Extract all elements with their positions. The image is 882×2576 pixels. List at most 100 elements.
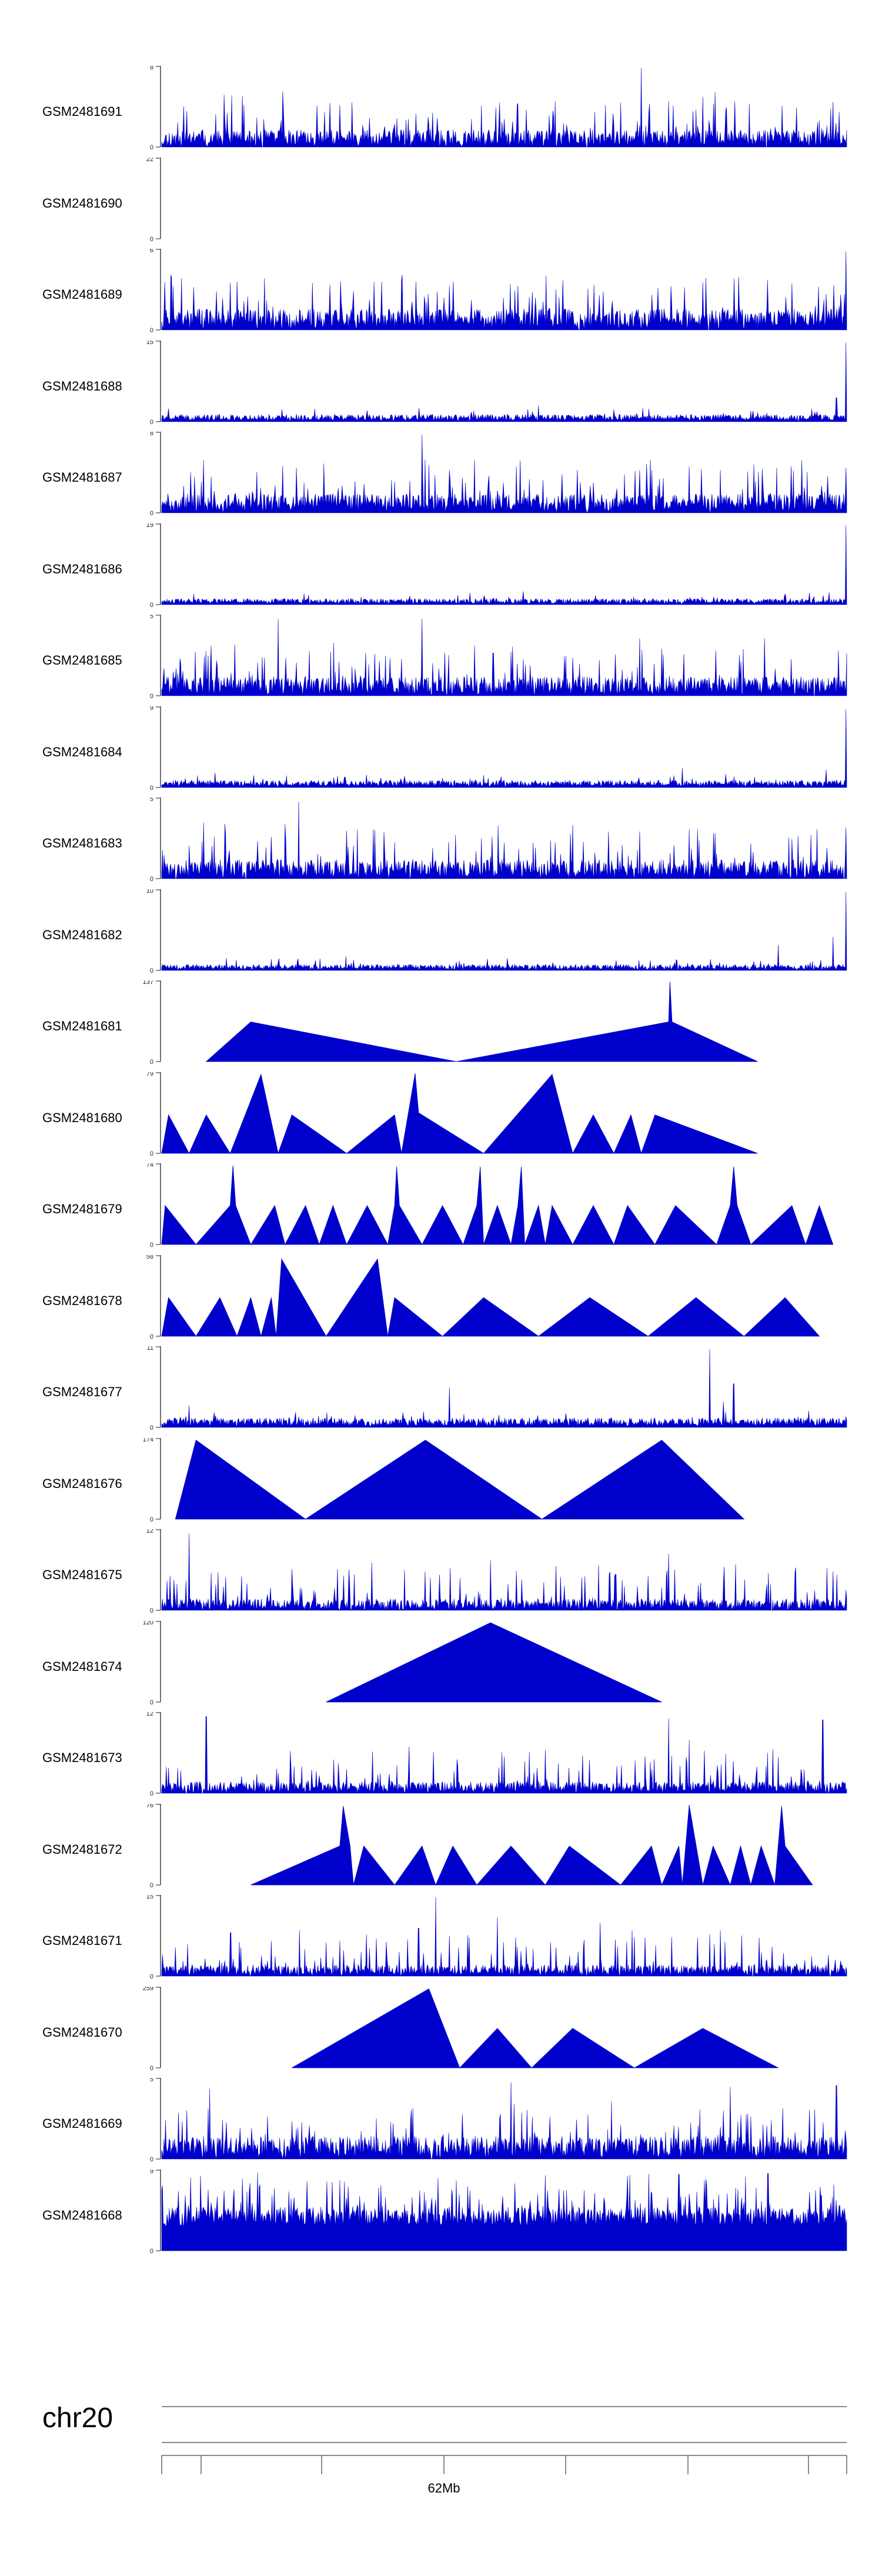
y-axis-min-label: 0 bbox=[150, 236, 153, 243]
track-row: GSM2481686 19 0 bbox=[0, 523, 882, 615]
track-name-label: GSM2481668 bbox=[42, 2208, 122, 2223]
track-name-label: GSM2481672 bbox=[42, 1842, 122, 1857]
track-row: GSM2481684 9 0 bbox=[0, 706, 882, 798]
track-name-label: GSM2481690 bbox=[42, 196, 122, 211]
signal-area bbox=[161, 1165, 834, 1246]
track-name-label: GSM2481675 bbox=[42, 1567, 122, 1582]
y-axis-max-label: 74 bbox=[146, 1163, 153, 1169]
track-name-label: GSM2481684 bbox=[42, 745, 122, 759]
y-axis-min-label: 0 bbox=[150, 1973, 153, 1980]
y-axis-min-label: 0 bbox=[150, 2248, 153, 2255]
track-row: GSM2481673 12 0 bbox=[0, 1712, 882, 1803]
y-axis-max-label: 137 bbox=[143, 980, 153, 986]
y-axis-max-label: 8 bbox=[150, 66, 153, 71]
track-plot: 90 bbox=[150, 2170, 847, 2255]
y-axis-max-label: 9 bbox=[150, 2170, 153, 2175]
y-axis-min-label: 0 bbox=[150, 1150, 153, 1157]
signal-area bbox=[161, 68, 847, 148]
track-plot: 74 0 bbox=[146, 1163, 834, 1249]
track-name-label: GSM2481680 bbox=[42, 1110, 122, 1125]
track-row: GSM2481687 8 0 bbox=[0, 432, 882, 523]
y-axis-max-label: 5 bbox=[150, 615, 153, 620]
track-row: GSM2481685 5 0 bbox=[0, 615, 882, 706]
signal-area bbox=[161, 1897, 847, 1977]
y-axis-min-label: 0 bbox=[150, 419, 153, 426]
track-name-label: GSM2481683 bbox=[42, 836, 122, 850]
track-name-label: GSM2481669 bbox=[42, 2116, 122, 2131]
track-row: GSM2481674 120 0 bbox=[0, 1621, 882, 1712]
signal-area bbox=[161, 251, 847, 331]
track-name-label: GSM2481685 bbox=[42, 653, 122, 668]
signal-area bbox=[161, 892, 847, 971]
track-plot: 137 0 bbox=[143, 980, 758, 1066]
track-plot: 19 0 bbox=[146, 523, 847, 609]
y-axis-max-label: 15 bbox=[146, 341, 153, 346]
track-name-label: GSM2481678 bbox=[42, 1293, 122, 1308]
signal-area bbox=[161, 1073, 758, 1154]
y-axis-min-label: 0 bbox=[150, 1333, 153, 1340]
track-plot: 60 bbox=[150, 249, 847, 334]
track-name-label: GSM2481681 bbox=[42, 1019, 122, 1033]
track-plot: 11 0 bbox=[147, 1346, 847, 1432]
track-name-label: GSM2481689 bbox=[42, 287, 122, 302]
track-plot: 50 bbox=[150, 615, 847, 700]
y-axis-min-label: 0 bbox=[150, 1516, 153, 1523]
track-row: GSM2481682 10 0 bbox=[0, 889, 882, 980]
y-axis-min-label: 0 bbox=[150, 1424, 153, 1432]
track-row: GSM2481681 137 0 bbox=[0, 980, 882, 1072]
track-row: GSM2481676 174 0 bbox=[0, 1438, 882, 1529]
y-axis-min-label: 0 bbox=[150, 1699, 153, 1706]
track-plot: 58 0 bbox=[146, 1255, 820, 1340]
y-axis-max-label: 10 bbox=[146, 889, 153, 895]
signal-area bbox=[161, 525, 847, 605]
y-axis-min-label: 0 bbox=[150, 1790, 153, 1797]
y-axis-min-label: 0 bbox=[150, 876, 153, 883]
signal-area bbox=[161, 709, 847, 788]
y-axis-max-label: 6 bbox=[150, 249, 153, 254]
track-name-label: GSM2481674 bbox=[42, 1659, 122, 1674]
y-axis-max-label: 8 bbox=[150, 432, 153, 437]
y-axis-max-label: 5 bbox=[150, 798, 153, 803]
track-name-label: GSM2481671 bbox=[42, 1933, 122, 1948]
track-plot: 76 0 bbox=[146, 1804, 813, 1889]
track-plot: 50 bbox=[150, 2078, 847, 2163]
y-axis-min-label: 0 bbox=[150, 693, 153, 700]
y-axis-max-label: 22 bbox=[146, 158, 153, 163]
signal-area bbox=[161, 2172, 847, 2251]
track-name-label: GSM2481691 bbox=[42, 104, 122, 119]
track-plot: 120 0 bbox=[143, 1621, 662, 1706]
track-row: GSM2481689 6 0 bbox=[0, 249, 882, 340]
track-row: GSM2481677 11 0 bbox=[0, 1346, 882, 1437]
y-axis-max-label: 58 bbox=[146, 1255, 153, 1260]
track-plot: 15 0 bbox=[146, 341, 847, 426]
signal-area bbox=[292, 1988, 779, 2068]
y-axis-max-label: 12 bbox=[146, 1712, 153, 1717]
y-axis-max-label: 15 bbox=[146, 1895, 153, 1900]
chromosome-label: chr20 bbox=[42, 2403, 113, 2434]
track-row: GSM2481688 15 0 bbox=[0, 341, 882, 432]
track-row: GSM2481675 12 0 bbox=[0, 1529, 882, 1620]
track-plot: 10 0 bbox=[146, 889, 847, 975]
y-axis-max-label: 19 bbox=[146, 523, 153, 529]
signal-area bbox=[161, 1258, 820, 1337]
signal-area bbox=[161, 1533, 847, 1611]
y-axis-min-label: 0 bbox=[150, 327, 153, 334]
track-row: GSM2481679 74 0 bbox=[0, 1163, 882, 1254]
y-axis-max-label: 12 bbox=[146, 1529, 153, 1534]
track-row: GSM2481678 58 0 bbox=[0, 1255, 882, 1346]
track-row: GSM2481680 79 0 bbox=[0, 1072, 882, 1163]
y-axis-min-label: 0 bbox=[150, 144, 153, 151]
signal-area bbox=[326, 1622, 662, 1703]
y-axis-max-label: 9 bbox=[150, 706, 153, 712]
track-plot: 79 0 bbox=[146, 1072, 758, 1157]
track-row: GSM2481683 5 0 bbox=[0, 798, 882, 889]
track-plot: 80 bbox=[150, 432, 847, 517]
track-plot: 22 0 bbox=[146, 158, 161, 243]
y-axis-min-label: 0 bbox=[150, 785, 153, 792]
y-axis-min-label: 0 bbox=[150, 1607, 153, 1614]
track-plot: 12 0 bbox=[146, 1529, 847, 1614]
track-plot: 12 0 bbox=[146, 1712, 847, 1797]
signal-area bbox=[161, 2082, 847, 2160]
